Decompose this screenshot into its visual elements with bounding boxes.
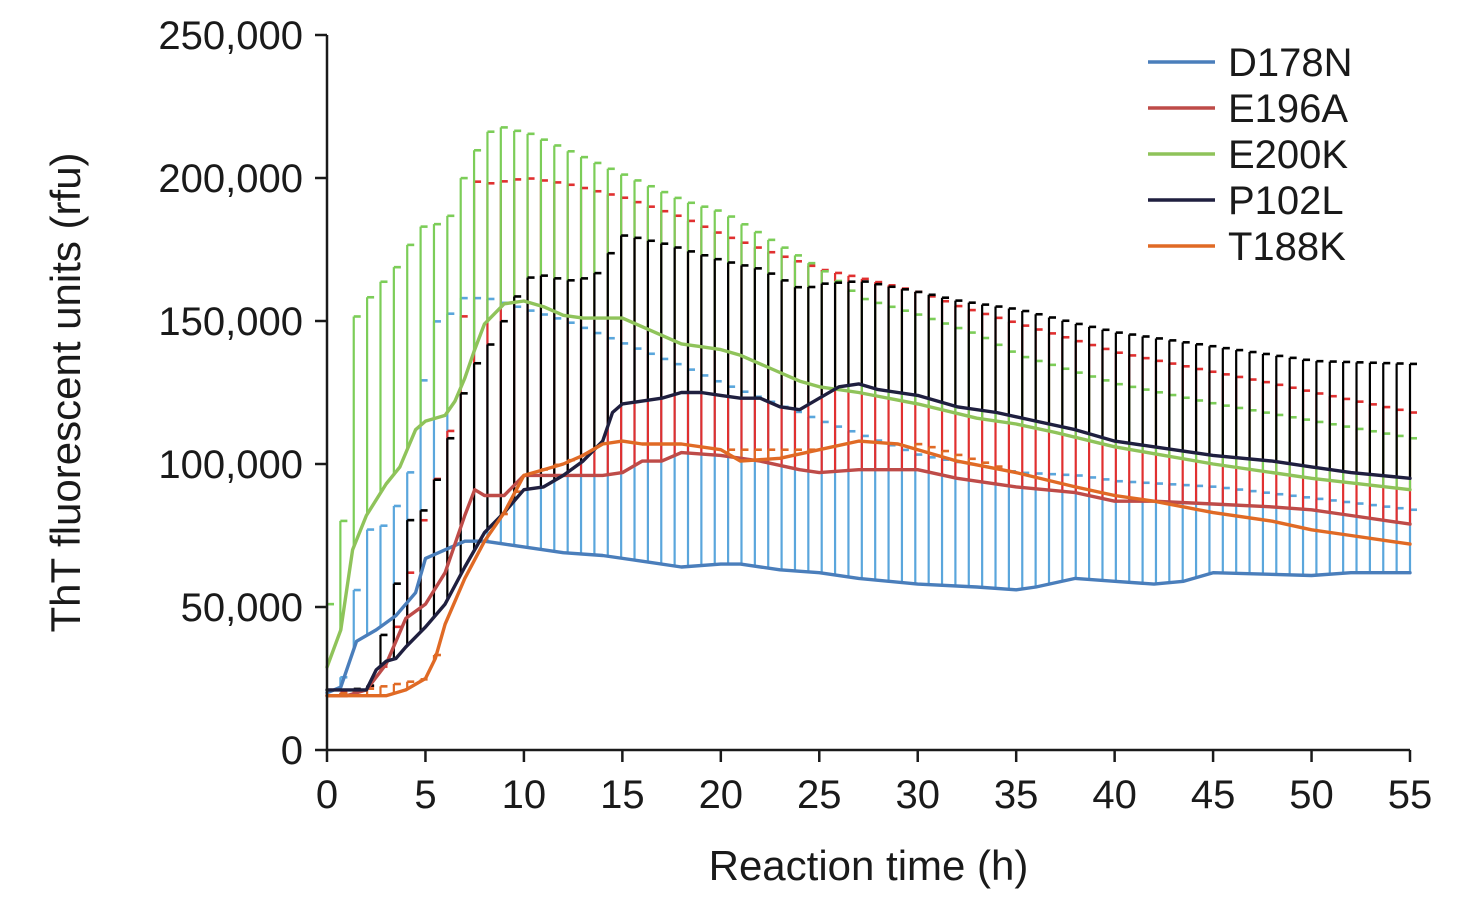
axis-ticks: 0 50,000 100,000 150,000 200,000 250,000 0 5 10 1…	[158, 14, 1432, 817]
y-tick-label: 200,000	[158, 157, 303, 201]
series-line-e200k	[325, 299, 1412, 669]
series-line-p102l	[325, 382, 1412, 692]
y-axis-title: ThT fluorescent units (rfu)	[42, 152, 89, 632]
legend-label: E196A	[1228, 87, 1348, 131]
x-tick-label: 40	[1092, 773, 1137, 817]
y-tick-label: 50,000	[181, 586, 303, 630]
y-tick-label: 0	[281, 729, 303, 773]
y-tick-label: 150,000	[158, 300, 303, 344]
x-tick-label: 50	[1289, 773, 1334, 817]
legend-label: E200K	[1228, 133, 1348, 177]
series-line-d178n	[325, 539, 1412, 695]
legend-label: T188K	[1228, 225, 1346, 269]
error-bars	[325, 126, 1417, 696]
y-tick-label: 250,000	[158, 14, 303, 58]
legend-label: D178N	[1228, 41, 1353, 85]
series-lines	[325, 299, 1412, 698]
x-tick-label: 0	[316, 773, 338, 817]
x-tick-label: 10	[502, 773, 547, 817]
axes	[325, 35, 1410, 752]
x-tick-label: 20	[699, 773, 744, 817]
legend-label: P102L	[1228, 179, 1344, 223]
x-axis-title: Reaction time (h)	[709, 842, 1029, 889]
x-tick-label: 55	[1388, 773, 1433, 817]
x-tick-label: 35	[994, 773, 1039, 817]
x-tick-label: 15	[600, 773, 645, 817]
x-tick-label: 45	[1191, 773, 1236, 817]
series-line-e196a	[325, 450, 1412, 698]
x-tick-label: 30	[895, 773, 940, 817]
x-tick-label: 5	[414, 773, 436, 817]
series-line-t188k	[325, 439, 1412, 698]
y-tick-label: 100,000	[158, 443, 303, 487]
x-tick-label: 25	[797, 773, 842, 817]
